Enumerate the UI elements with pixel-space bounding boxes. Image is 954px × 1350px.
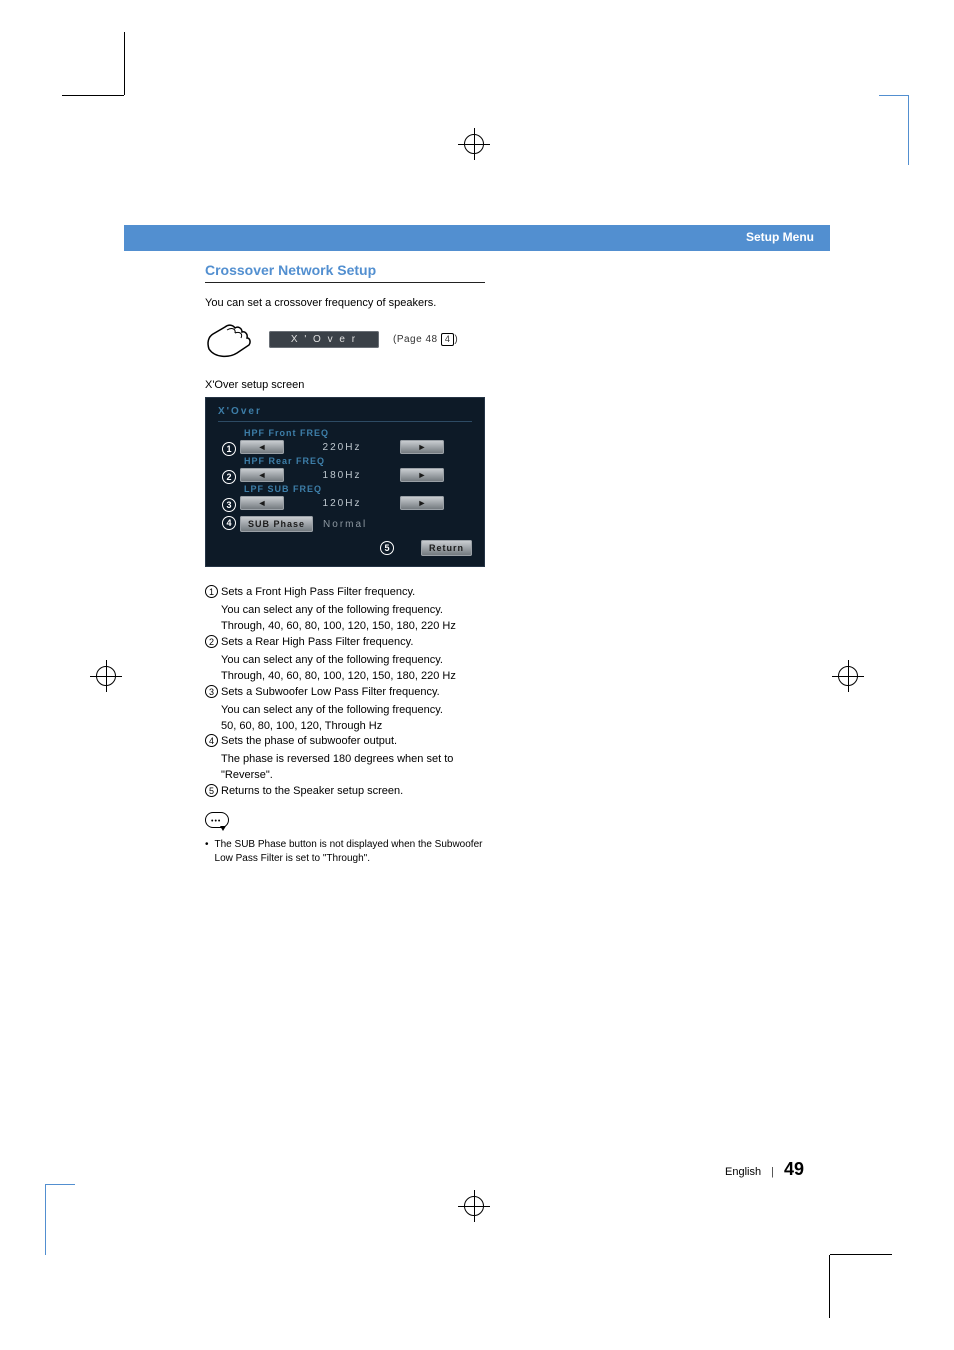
callout-3: 3 (222, 498, 236, 512)
section-banner: Setup Menu (124, 225, 830, 251)
divider (205, 282, 485, 283)
desc-item-5: 5 Returns to the Speaker setup screen. (205, 784, 485, 800)
panel-divider (218, 421, 472, 422)
bullet-icon: • (205, 838, 209, 866)
crop-mark (124, 32, 125, 95)
callout-1: 1 (222, 442, 236, 456)
panel-row-lpf-sub: LPF SUB FREQ 3 ◄ 120Hz ► (218, 484, 472, 510)
registration-mark (458, 128, 490, 160)
desc-num: 5 (205, 784, 218, 797)
desc-text: Through, 40, 60, 80, 100, 120, 150, 180,… (221, 669, 485, 685)
callout-5: 5 (380, 541, 394, 555)
footer-page: 49 (784, 1159, 804, 1180)
footer-divider: | (771, 1166, 774, 1178)
desc-num: 4 (205, 734, 218, 747)
section-title: Crossover Network Setup (205, 262, 485, 278)
desc-item-1: 1 Sets a Front High Pass Filter frequenc… (205, 585, 485, 601)
registration-mark (458, 1190, 490, 1222)
panel-row-label: LPF SUB FREQ (244, 484, 472, 494)
panel-row-label: HPF Front FREQ (244, 428, 472, 438)
page-ref-suffix: ) (454, 334, 458, 345)
callout-4: 4 (222, 516, 236, 530)
sub-phase-value: Normal (323, 519, 367, 530)
callout-2: 2 (222, 470, 236, 484)
return-button[interactable]: Return (421, 540, 472, 556)
crop-mark (879, 95, 909, 96)
next-button[interactable]: ► (400, 496, 444, 510)
page: Setup Menu Crossover Network Setup You c… (0, 0, 954, 1350)
crop-mark (829, 1255, 830, 1318)
prev-button[interactable]: ◄ (240, 440, 284, 454)
panel-return-row: 5 Return (218, 540, 472, 556)
xover-button[interactable]: X ' O v e r (269, 331, 379, 348)
panel-row-sub-phase: 4 SUB Phase Normal (218, 516, 472, 532)
content-column: Crossover Network Setup You can set a cr… (205, 262, 485, 866)
desc-text: Sets a Front High Pass Filter frequency. (221, 585, 485, 601)
page-ref: (Page 48 4) (393, 333, 458, 346)
desc-text: Sets a Rear High Pass Filter frequency. (221, 635, 485, 651)
panel-row-value: 180Hz (314, 470, 370, 481)
sub-phase-button[interactable]: SUB Phase (240, 516, 313, 532)
prev-button[interactable]: ◄ (240, 496, 284, 510)
desc-text: Returns to the Speaker setup screen. (221, 784, 485, 800)
desc-text: The phase is reversed 180 degrees when s… (221, 752, 485, 784)
note-icon: ••• (205, 812, 231, 832)
footer: English | 49 (725, 1159, 804, 1180)
desc-text: 50, 60, 80, 100, 120, Through Hz (221, 719, 485, 735)
panel-row-value: 220Hz (314, 442, 370, 453)
desc-text: You can select any of the following freq… (221, 703, 485, 719)
crop-mark (908, 95, 909, 165)
prev-button[interactable]: ◄ (240, 468, 284, 482)
next-button[interactable]: ► (400, 468, 444, 482)
registration-mark (832, 660, 864, 692)
desc-item-3: 3 Sets a Subwoofer Low Pass Filter frequ… (205, 685, 485, 701)
desc-num: 2 (205, 635, 218, 648)
next-button[interactable]: ► (400, 440, 444, 454)
screenshot-caption: X'Over setup screen (205, 379, 485, 391)
note: • The SUB Phase button is not displayed … (205, 838, 485, 866)
note-text: The SUB Phase button is not displayed wh… (215, 838, 485, 866)
desc-num: 1 (205, 585, 218, 598)
page-ref-num: 4 (441, 333, 455, 346)
panel-row-hpf-front: HPF Front FREQ 1 ◄ 220Hz ► (218, 428, 472, 454)
panel-title: X'Over (218, 406, 472, 417)
desc-item-4: 4 Sets the phase of subwoofer output. (205, 734, 485, 750)
crop-mark (45, 1184, 75, 1185)
banner-label: Setup Menu (746, 230, 814, 244)
xover-panel: X'Over HPF Front FREQ 1 ◄ 220Hz ► HPF Re… (205, 397, 485, 567)
crop-mark (62, 95, 124, 96)
desc-num: 3 (205, 685, 218, 698)
desc-text: Through, 40, 60, 80, 100, 120, 150, 180,… (221, 619, 485, 635)
intro-text: You can set a crossover frequency of spe… (205, 297, 485, 309)
registration-mark (90, 660, 122, 692)
descriptions: 1 Sets a Front High Pass Filter frequenc… (205, 585, 485, 800)
desc-item-2: 2 Sets a Rear High Pass Filter frequency… (205, 635, 485, 651)
hand-row: X ' O v e r (Page 48 4) (205, 319, 485, 359)
crop-mark (45, 1185, 46, 1255)
footer-lang: English (725, 1166, 761, 1178)
panel-row-value: 120Hz (314, 498, 370, 509)
hand-icon (205, 319, 255, 359)
panel-row-hpf-rear: HPF Rear FREQ 2 ◄ 180Hz ► (218, 456, 472, 482)
desc-text: You can select any of the following freq… (221, 603, 485, 619)
desc-text: You can select any of the following freq… (221, 653, 485, 669)
desc-text: Sets a Subwoofer Low Pass Filter frequen… (221, 685, 485, 701)
crop-mark (830, 1254, 892, 1255)
desc-text: Sets the phase of subwoofer output. (221, 734, 485, 750)
page-ref-prefix: (Page 48 (393, 334, 441, 345)
panel-row-label: HPF Rear FREQ (244, 456, 472, 466)
